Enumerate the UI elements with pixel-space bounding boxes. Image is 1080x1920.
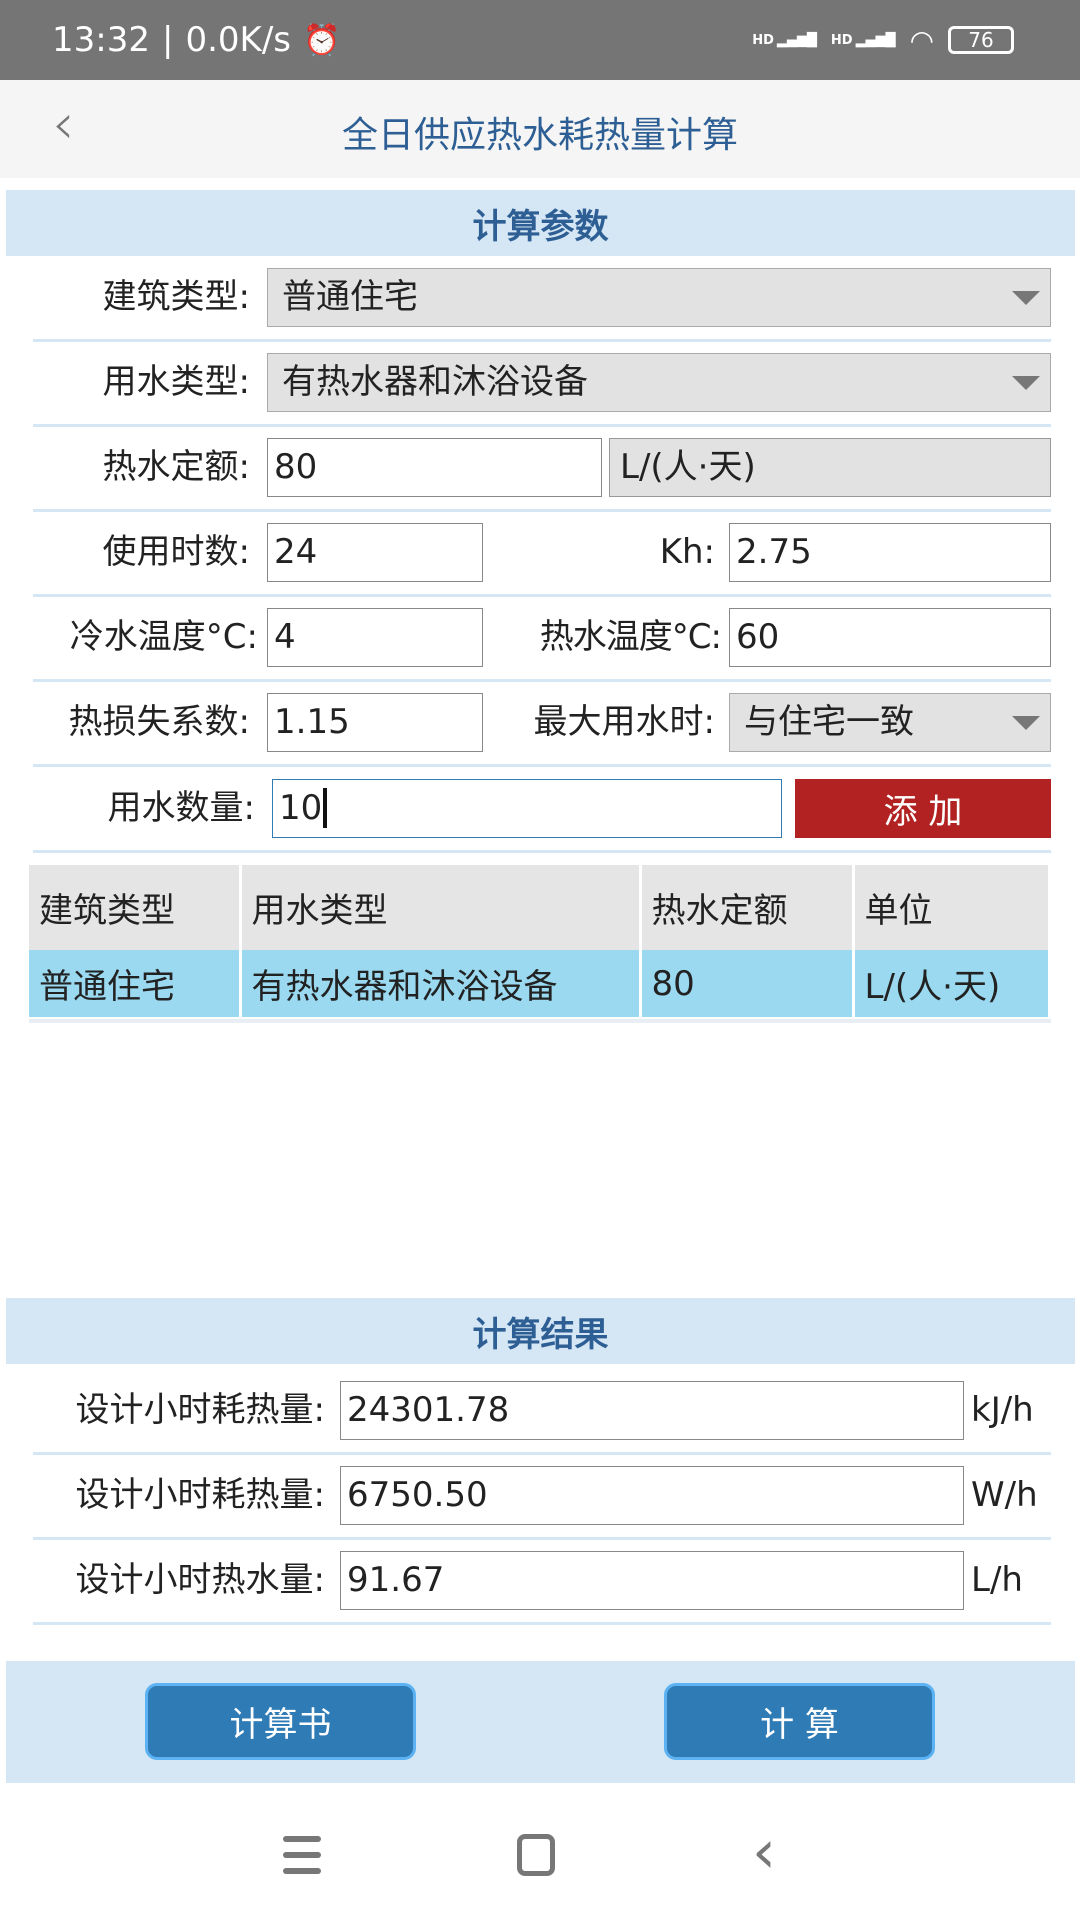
result-label: 设计小时热水量: <box>75 1560 325 1600</box>
status-right: HD ▂▄▆█ HD ▂▄▆█ ◠ 76 <box>752 0 1014 80</box>
chevron-down-icon <box>1012 716 1040 730</box>
result-label: 设计小时耗热量: <box>75 1390 325 1430</box>
results-section-title: 计算结果 <box>6 1298 1075 1364</box>
table-cell: 80 <box>640 950 855 1017</box>
table-cell: 有热水器和沐浴设备 <box>240 950 642 1017</box>
table-row[interactable]: 普通住宅 有热水器和沐浴设备 80 L/(人·天) <box>29 950 1051 1017</box>
signal-bars-2: ▂▄▆█ <box>855 32 896 48</box>
column-header: 热水定额 <box>640 865 855 950</box>
column-header: 用水类型 <box>240 865 642 950</box>
clock: 13:32 <box>52 20 150 60</box>
cold-temp-input[interactable]: 4 <box>267 608 483 667</box>
result-kj-value: 24301.78 <box>340 1381 964 1440</box>
result-unit: kJ/h <box>971 1390 1034 1430</box>
page-title: 全日供应热水耗热量计算 <box>341 115 738 156</box>
battery-icon: 76 <box>948 26 1014 54</box>
heat-loss-input[interactable]: 1.15 <box>267 693 483 752</box>
status-bar: 13:32 | 0.0K/s ⏰ HD ▂▄▆█ HD ▂▄▆█ ◠ 76 <box>0 0 1080 80</box>
divider <box>29 1019 1051 1023</box>
entries-table: 建筑类型 用水类型 热水定额 单位 普通住宅 有热水器和沐浴设备 80 L/(人… <box>29 865 1051 1017</box>
quota-label: 热水定额: <box>102 447 250 487</box>
back-icon[interactable]: ‹ <box>52 92 75 157</box>
quota-unit: L/(人·天) <box>609 438 1051 497</box>
text-cursor <box>323 788 328 828</box>
quota-input[interactable]: 80 <box>267 438 602 497</box>
peak-hour-value: 与住宅一致 <box>744 702 914 742</box>
divider <box>33 424 1051 427</box>
result-unit: W/h <box>971 1475 1038 1515</box>
divider <box>33 1537 1051 1540</box>
count-input[interactable]: 10 <box>272 779 782 838</box>
menu-line <box>283 1868 321 1874</box>
menu-line <box>283 1836 321 1842</box>
report-button[interactable]: 计算书 <box>145 1683 416 1760</box>
calculate-button[interactable]: 计 算 <box>664 1683 935 1760</box>
peak-hour-select[interactable]: 与住宅一致 <box>729 693 1051 752</box>
signal-label-2: HD <box>830 32 853 48</box>
params-section-title: 计算参数 <box>6 190 1075 256</box>
hot-temp-input[interactable]: 60 <box>729 608 1051 667</box>
divider <box>33 594 1051 597</box>
divider <box>33 679 1051 682</box>
divider <box>33 1452 1051 1455</box>
column-header: 建筑类型 <box>29 865 242 950</box>
divider <box>33 509 1051 512</box>
back-nav-icon[interactable]: ‹ <box>752 1817 776 1887</box>
signal-label: HD <box>752 32 774 48</box>
table-cell: 普通住宅 <box>29 950 242 1017</box>
hot-temp-label: 热水温度°C: <box>539 617 722 657</box>
table-header-row: 建筑类型 用水类型 热水定额 单位 <box>29 865 1051 950</box>
divider: | <box>161 20 174 60</box>
result-label: 设计小时耗热量: <box>75 1475 325 1515</box>
hours-input[interactable]: 24 <box>267 523 483 582</box>
result-water-value: 91.67 <box>340 1551 964 1610</box>
menu-line <box>283 1852 321 1858</box>
divider <box>33 1622 1051 1625</box>
water-type-select[interactable]: 有热水器和沐浴设备 <box>267 353 1051 412</box>
building-type-label: 建筑类型: <box>102 277 250 317</box>
status-left: 13:32 | 0.0K/s ⏰ <box>52 0 340 80</box>
chevron-down-icon <box>1012 291 1040 305</box>
divider <box>33 339 1051 342</box>
result-w-value: 6750.50 <box>340 1466 964 1525</box>
home-icon[interactable] <box>517 1834 555 1876</box>
signal-icon: HD ▂▄▆█ <box>752 33 817 48</box>
water-type-label: 用水类型: <box>102 362 250 402</box>
signal-bars: ▂▄▆█ <box>776 32 817 48</box>
column-header: 单位 <box>853 865 1051 950</box>
peak-hour-label: 最大用水时: <box>533 702 715 742</box>
menu-icon[interactable] <box>283 1836 323 1876</box>
chevron-down-icon <box>1012 376 1040 390</box>
heat-loss-label: 热损失系数: <box>68 702 250 742</box>
count-label: 用水数量: <box>107 788 255 828</box>
network-speed: 0.0K/s <box>185 20 291 60</box>
alarm-icon: ⏰ <box>303 22 341 58</box>
divider <box>33 850 1051 853</box>
table-cell: L/(人·天) <box>853 950 1051 1017</box>
kh-label: Kh: <box>659 532 715 572</box>
count-value: 10 <box>279 788 323 828</box>
hours-label: 使用时数: <box>102 532 250 572</box>
result-unit: L/h <box>971 1560 1023 1600</box>
cold-temp-label: 冷水温度°C: <box>69 617 258 657</box>
water-type-value: 有热水器和沐浴设备 <box>282 362 588 402</box>
wifi-icon: ◠ <box>909 23 934 57</box>
building-type-select[interactable]: 普通住宅 <box>267 268 1051 327</box>
add-button[interactable]: 添 加 <box>795 779 1051 838</box>
building-type-value: 普通住宅 <box>282 277 418 317</box>
app-header: ‹ 全日供应热水耗热量计算 <box>0 80 1080 178</box>
battery-level: 76 <box>968 28 994 52</box>
divider <box>33 764 1051 767</box>
kh-input[interactable]: 2.75 <box>729 523 1051 582</box>
signal-icon-2: HD ▂▄▆█ <box>831 33 896 48</box>
